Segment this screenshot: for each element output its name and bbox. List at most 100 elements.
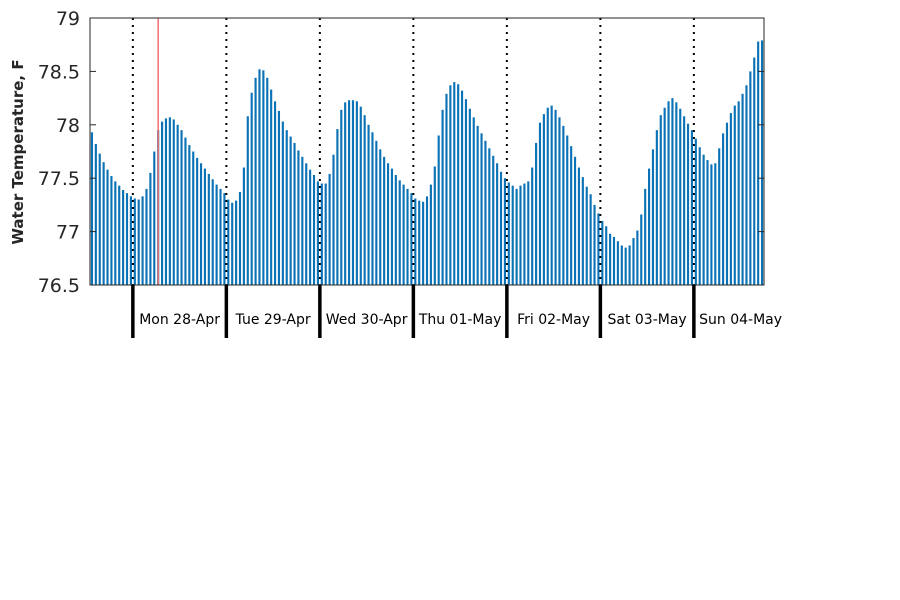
y-tick-label: 77 bbox=[56, 222, 80, 244]
bar bbox=[453, 82, 456, 285]
bar bbox=[686, 123, 690, 285]
bar bbox=[640, 214, 643, 285]
y-axis-title: Water Temperature, F bbox=[9, 59, 27, 244]
bar bbox=[149, 172, 152, 285]
bar bbox=[238, 192, 242, 285]
bar bbox=[472, 117, 475, 285]
bar bbox=[507, 182, 510, 285]
bar bbox=[706, 160, 709, 285]
bar bbox=[394, 175, 397, 285]
bar bbox=[496, 163, 499, 285]
bar bbox=[593, 204, 596, 285]
bar bbox=[312, 175, 316, 285]
bar bbox=[375, 140, 378, 285]
bar bbox=[609, 233, 612, 285]
bar bbox=[542, 114, 545, 286]
bar bbox=[585, 186, 588, 285]
bar bbox=[605, 226, 608, 285]
bar bbox=[577, 167, 581, 285]
plot-area-frame bbox=[89, 17, 765, 286]
day-label: Fri 02-May bbox=[517, 312, 590, 328]
bar bbox=[281, 121, 284, 285]
day-label: Sat 03-May bbox=[607, 312, 686, 328]
bar bbox=[464, 99, 468, 285]
bar bbox=[254, 77, 257, 285]
x-axis-day-separators: Mon 28-Apr Tue 29-Apr Wed 30-Apr Thu 01-May… bbox=[131, 285, 782, 338]
bar bbox=[192, 151, 195, 285]
bar bbox=[554, 109, 557, 285]
bar bbox=[562, 125, 565, 286]
bar bbox=[492, 155, 495, 285]
bar bbox=[620, 245, 623, 285]
bar bbox=[203, 168, 206, 285]
bar bbox=[718, 148, 721, 285]
bar bbox=[227, 199, 230, 285]
bar bbox=[122, 189, 125, 285]
bar bbox=[632, 238, 635, 285]
bar bbox=[98, 153, 101, 285]
bar bbox=[636, 230, 639, 285]
bar bbox=[242, 167, 245, 285]
bar bbox=[301, 156, 304, 285]
bar bbox=[153, 151, 156, 285]
bar bbox=[737, 101, 740, 285]
bar bbox=[145, 188, 148, 285]
bar bbox=[231, 202, 234, 285]
bar bbox=[523, 183, 526, 285]
bar bbox=[535, 142, 538, 285]
bar bbox=[196, 157, 199, 285]
bar bbox=[511, 185, 514, 285]
bar bbox=[118, 185, 121, 285]
bar bbox=[733, 105, 736, 285]
bar bbox=[235, 200, 238, 285]
bar bbox=[683, 116, 686, 285]
bar bbox=[749, 71, 752, 286]
bar bbox=[363, 115, 366, 285]
bar bbox=[414, 198, 417, 285]
bar bbox=[531, 167, 534, 285]
bar bbox=[659, 115, 662, 285]
bar bbox=[164, 118, 168, 285]
bar bbox=[745, 85, 748, 285]
bar bbox=[316, 181, 319, 285]
bar bbox=[324, 183, 327, 285]
y-tick-label: 77.5 bbox=[38, 168, 80, 190]
y-tick-label: 76.5 bbox=[38, 275, 80, 297]
bar bbox=[184, 137, 187, 285]
bar bbox=[663, 107, 666, 286]
y-axis: 76.5 77 77.5 78 78.5 79 bbox=[38, 8, 764, 297]
bar bbox=[710, 164, 713, 285]
bar bbox=[110, 176, 113, 285]
bar bbox=[161, 121, 164, 285]
bar bbox=[570, 146, 573, 285]
bar bbox=[644, 188, 647, 285]
bar bbox=[729, 113, 732, 285]
bar bbox=[223, 193, 226, 285]
bar bbox=[624, 247, 627, 285]
bar bbox=[722, 133, 725, 285]
bar bbox=[573, 156, 577, 285]
bar bbox=[383, 156, 386, 285]
bar bbox=[250, 92, 253, 285]
y-tick-label: 78.5 bbox=[38, 61, 80, 83]
bar-series bbox=[90, 40, 764, 286]
bar bbox=[675, 102, 678, 286]
bar bbox=[581, 177, 584, 285]
bar bbox=[437, 135, 440, 285]
bar bbox=[566, 135, 569, 285]
bar bbox=[422, 201, 425, 285]
bar bbox=[410, 193, 413, 285]
bar bbox=[219, 188, 222, 285]
midnight-dotted-lines bbox=[131, 18, 695, 285]
bar bbox=[328, 173, 331, 285]
day-label: Tue 29-Apr bbox=[235, 312, 311, 328]
bar bbox=[441, 109, 444, 285]
bar bbox=[468, 108, 471, 285]
bar bbox=[129, 196, 132, 285]
bar bbox=[725, 122, 729, 285]
bar bbox=[519, 185, 522, 285]
bar bbox=[351, 100, 355, 286]
bar bbox=[714, 163, 717, 285]
bar bbox=[211, 179, 214, 285]
